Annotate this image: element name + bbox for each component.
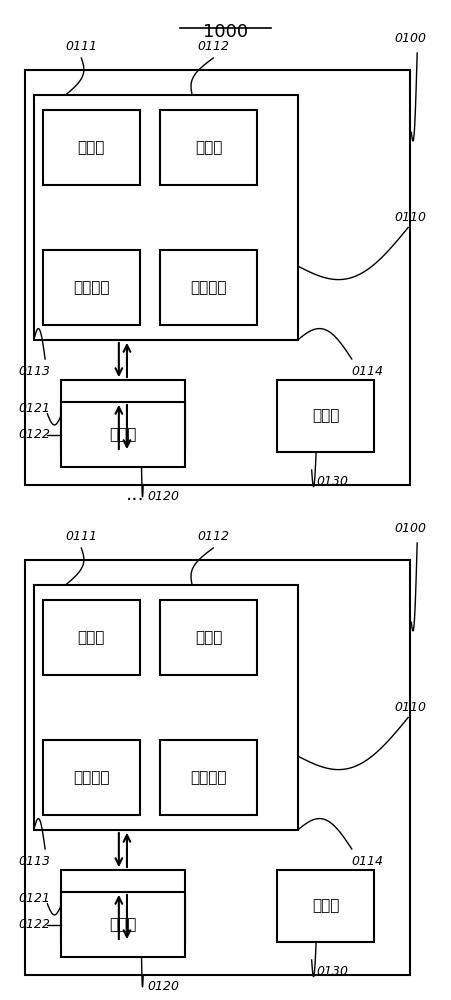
FancyBboxPatch shape bbox=[43, 110, 140, 185]
Text: 传感器: 传感器 bbox=[109, 427, 137, 442]
Text: 处理器: 处理器 bbox=[195, 140, 222, 155]
Text: 传感器: 传感器 bbox=[109, 917, 137, 932]
Text: 采集模块: 采集模块 bbox=[105, 898, 141, 914]
FancyBboxPatch shape bbox=[160, 110, 257, 185]
Text: 0122: 0122 bbox=[18, 428, 50, 441]
Text: 0121: 0121 bbox=[18, 402, 50, 415]
FancyBboxPatch shape bbox=[25, 560, 410, 975]
FancyBboxPatch shape bbox=[43, 250, 140, 325]
FancyBboxPatch shape bbox=[61, 380, 185, 452]
FancyBboxPatch shape bbox=[34, 95, 298, 340]
Text: 0111: 0111 bbox=[65, 530, 97, 543]
FancyBboxPatch shape bbox=[25, 70, 410, 485]
Text: ...: ... bbox=[126, 486, 145, 504]
Text: 0121: 0121 bbox=[18, 892, 50, 905]
Text: 0130: 0130 bbox=[316, 965, 348, 978]
Text: 接收端: 接收端 bbox=[312, 898, 340, 914]
Text: 0112: 0112 bbox=[197, 530, 229, 543]
FancyBboxPatch shape bbox=[43, 600, 140, 675]
FancyBboxPatch shape bbox=[43, 740, 140, 815]
Text: 0110: 0110 bbox=[394, 211, 426, 224]
FancyBboxPatch shape bbox=[61, 892, 185, 957]
FancyBboxPatch shape bbox=[277, 870, 374, 942]
Text: 0113: 0113 bbox=[18, 855, 50, 868]
FancyBboxPatch shape bbox=[160, 250, 257, 325]
Text: 0112: 0112 bbox=[197, 40, 229, 53]
FancyBboxPatch shape bbox=[34, 585, 298, 830]
Text: 显示单元: 显示单元 bbox=[190, 280, 227, 295]
Text: 0110: 0110 bbox=[394, 701, 426, 714]
Text: 0120: 0120 bbox=[148, 980, 179, 993]
Text: 0120: 0120 bbox=[148, 490, 179, 503]
Text: 采集模块: 采集模块 bbox=[105, 408, 141, 424]
FancyBboxPatch shape bbox=[61, 402, 185, 467]
FancyBboxPatch shape bbox=[277, 380, 374, 452]
Text: 0111: 0111 bbox=[65, 40, 97, 53]
Text: 0113: 0113 bbox=[18, 365, 50, 378]
Text: 输入单元: 输入单元 bbox=[73, 280, 110, 295]
Text: 输入单元: 输入单元 bbox=[73, 770, 110, 785]
Text: 0100: 0100 bbox=[394, 522, 426, 535]
Text: 0114: 0114 bbox=[352, 365, 384, 378]
Text: 存储器: 存储器 bbox=[78, 140, 105, 155]
FancyBboxPatch shape bbox=[160, 600, 257, 675]
Text: 处理器: 处理器 bbox=[195, 630, 222, 645]
Text: 0100: 0100 bbox=[394, 32, 426, 45]
Text: 0122: 0122 bbox=[18, 918, 50, 931]
Text: 1000: 1000 bbox=[203, 23, 248, 41]
FancyBboxPatch shape bbox=[61, 870, 185, 942]
Text: 显示单元: 显示单元 bbox=[190, 770, 227, 785]
Text: 存储器: 存储器 bbox=[78, 630, 105, 645]
Text: 接收端: 接收端 bbox=[312, 408, 340, 424]
Text: 0130: 0130 bbox=[316, 475, 348, 488]
Text: 0114: 0114 bbox=[352, 855, 384, 868]
FancyBboxPatch shape bbox=[160, 740, 257, 815]
